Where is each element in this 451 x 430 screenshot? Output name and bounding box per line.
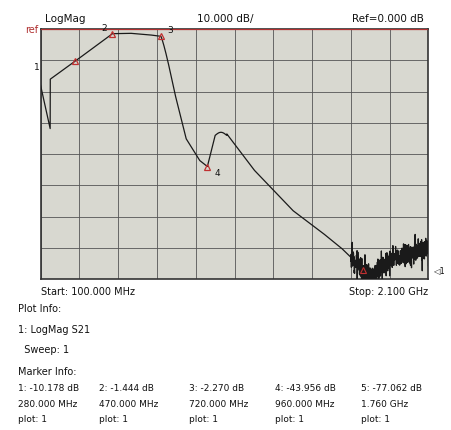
Text: 4: -43.956 dB: 4: -43.956 dB (275, 383, 336, 392)
Text: 1: LogMag S21: 1: LogMag S21 (18, 324, 90, 334)
Text: Start: 100.000 MHz: Start: 100.000 MHz (41, 286, 134, 296)
Text: Marker Info:: Marker Info: (18, 366, 77, 376)
Text: Stop: 2.100 GHz: Stop: 2.100 GHz (350, 286, 428, 296)
Text: 4: 4 (214, 169, 220, 178)
Text: 1.760 GHz: 1.760 GHz (361, 399, 408, 408)
Text: 1: -10.178 dB: 1: -10.178 dB (18, 383, 79, 392)
Text: Sweep: 1: Sweep: 1 (18, 344, 69, 354)
Text: 3: 3 (168, 26, 174, 35)
Text: plot: 1: plot: 1 (18, 415, 47, 424)
Text: Plot Info:: Plot Info: (18, 303, 61, 313)
Text: 960.000 MHz: 960.000 MHz (275, 399, 335, 408)
Text: 720.000 MHz: 720.000 MHz (189, 399, 249, 408)
Text: 10.000 dB/: 10.000 dB/ (197, 14, 254, 24)
Text: plot: 1: plot: 1 (361, 415, 390, 424)
Text: LogMag: LogMag (45, 14, 86, 24)
Text: 1: 1 (34, 63, 40, 72)
Text: plot: 1: plot: 1 (99, 415, 128, 424)
Text: 2: 2 (101, 24, 107, 32)
Text: Ref=0.000 dB: Ref=0.000 dB (352, 14, 424, 24)
Text: plot: 1: plot: 1 (275, 415, 304, 424)
Text: 280.000 MHz: 280.000 MHz (18, 399, 78, 408)
Text: 3: -2.270 dB: 3: -2.270 dB (189, 383, 244, 392)
Text: plot: 1: plot: 1 (189, 415, 218, 424)
Text: ◁1: ◁1 (433, 266, 444, 275)
Text: 470.000 MHz: 470.000 MHz (99, 399, 159, 408)
Text: 2: -1.444 dB: 2: -1.444 dB (99, 383, 154, 392)
Text: ref: ref (26, 25, 39, 35)
Text: 5: -77.062 dB: 5: -77.062 dB (361, 383, 422, 392)
